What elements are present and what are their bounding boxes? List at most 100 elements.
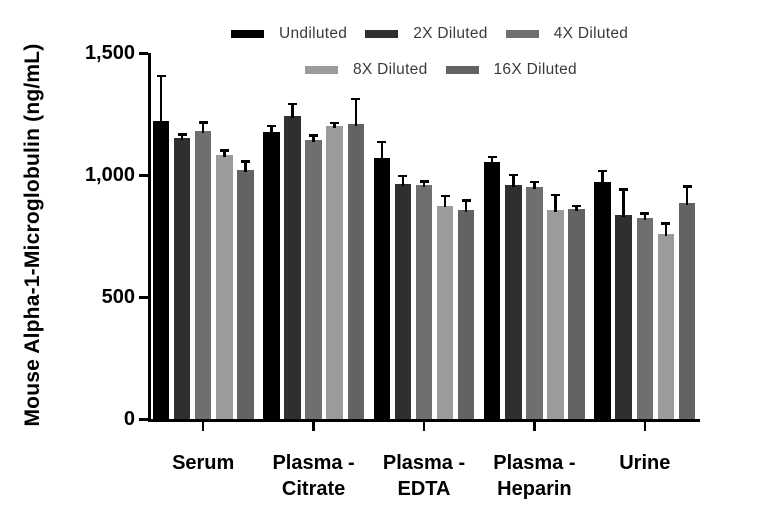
error-bar-cap — [288, 102, 297, 106]
error-bar-cap — [219, 149, 229, 152]
error-bar-stem — [333, 123, 336, 129]
x-tick — [643, 422, 647, 431]
error-bar-cap — [598, 169, 608, 173]
y-axis — [148, 53, 151, 422]
y-tick — [139, 418, 148, 421]
error-bar-stem — [664, 223, 668, 236]
x-axis — [148, 419, 700, 422]
bar — [415, 184, 433, 419]
y-tick-label: 1,500 — [84, 42, 135, 64]
error-bar-stem — [601, 171, 604, 185]
bar — [568, 209, 585, 419]
bar — [526, 187, 543, 419]
legend-swatch-4x-diluted — [505, 30, 539, 38]
error-bar-stem — [244, 161, 247, 173]
x-tick-label: Plasma - Heparin — [493, 452, 576, 500]
error-bar-stem — [622, 189, 625, 218]
bar — [505, 184, 522, 419]
x-tick-label: Serum — [172, 452, 235, 474]
x-tick — [422, 422, 426, 431]
error-bar-stem — [443, 196, 447, 208]
error-bar-stem — [291, 104, 294, 119]
legend-item: 8X Diluted — [305, 61, 428, 79]
error-bar-cap — [177, 133, 187, 136]
error-bar-stem — [270, 126, 273, 135]
x-tick-label: Plasma - EDTA — [382, 452, 466, 500]
bar — [305, 139, 322, 419]
bar — [284, 116, 301, 419]
y-tick — [139, 174, 148, 177]
error-bar-cap — [398, 174, 408, 178]
error-bar-stem — [575, 206, 578, 212]
y-axis-title: Mouse Alpha-1-Microglobulin (ng/mL) — [21, 43, 44, 427]
error-bar-stem — [643, 213, 647, 220]
legend-item: Undiluted — [231, 25, 347, 43]
error-bar-cap — [156, 74, 166, 78]
y-tick-label: 1,000 — [84, 164, 135, 186]
bar — [636, 217, 654, 419]
legend-label: 2X Diluted — [413, 25, 488, 42]
error-bar-cap — [551, 193, 560, 197]
error-bar-stem — [512, 175, 515, 187]
bar — [347, 123, 365, 419]
x-tick-label: Plasma - Citrate — [272, 452, 355, 500]
y-tick-label: 0 — [123, 408, 135, 430]
error-bar-stem — [464, 200, 468, 213]
error-bar-cap — [330, 121, 340, 125]
bar — [263, 132, 280, 419]
error-bar-cap — [198, 121, 208, 124]
error-bar-cap — [487, 155, 497, 159]
error-bar-cap — [377, 140, 387, 144]
bar — [547, 210, 564, 419]
legend-swatch-8x-diluted — [305, 66, 338, 74]
error-bar-stem — [201, 122, 205, 134]
error-bar-stem — [354, 99, 358, 126]
error-bar-stem — [312, 135, 315, 142]
bar — [237, 170, 254, 419]
legend-label: 16X Diluted — [493, 61, 577, 78]
legend-swatch-16x-diluted — [445, 66, 479, 74]
y-tick — [139, 296, 148, 299]
legend-label: 8X Diluted — [353, 61, 428, 78]
bar — [594, 182, 611, 419]
error-bar-cap — [619, 188, 629, 191]
error-bar-cap — [309, 134, 319, 137]
error-bar-cap — [440, 194, 450, 198]
error-bar-cap — [572, 204, 582, 208]
legend-label: Undiluted — [279, 25, 348, 42]
error-bar-stem — [533, 182, 536, 190]
bar — [436, 205, 454, 419]
y-tick — [139, 52, 148, 55]
legend-item: 2X Diluted — [365, 25, 488, 43]
bar — [657, 233, 675, 419]
bar — [457, 210, 475, 419]
legend-label: 4X Diluted — [553, 25, 629, 42]
error-bar-cap — [529, 180, 539, 184]
error-bar-stem — [223, 150, 226, 158]
error-bar-stem — [422, 181, 426, 187]
bar — [326, 126, 343, 419]
x-tick — [201, 422, 205, 431]
legend-row: Undiluted 2X Diluted 4X Diluted — [231, 25, 628, 43]
error-bar-cap — [682, 185, 692, 188]
error-bar-stem — [685, 186, 689, 206]
legend-swatch-2x-diluted — [365, 30, 399, 38]
bar — [373, 157, 391, 419]
bar — [615, 215, 632, 419]
error-bar-cap — [661, 222, 671, 225]
error-bar-cap — [508, 173, 518, 176]
x-tick — [312, 422, 315, 431]
legend-item: 4X Diluted — [505, 25, 629, 43]
bar — [173, 138, 191, 419]
bar — [678, 203, 696, 419]
legend-swatch-undiluted — [231, 30, 264, 38]
bar — [216, 155, 233, 419]
error-bar-stem — [180, 134, 184, 141]
error-bar-cap — [240, 160, 250, 163]
x-tick-label: Urine — [619, 452, 671, 474]
error-bar-stem — [490, 157, 494, 164]
bar — [483, 161, 501, 419]
bar — [394, 183, 412, 419]
x-tick — [533, 422, 536, 431]
